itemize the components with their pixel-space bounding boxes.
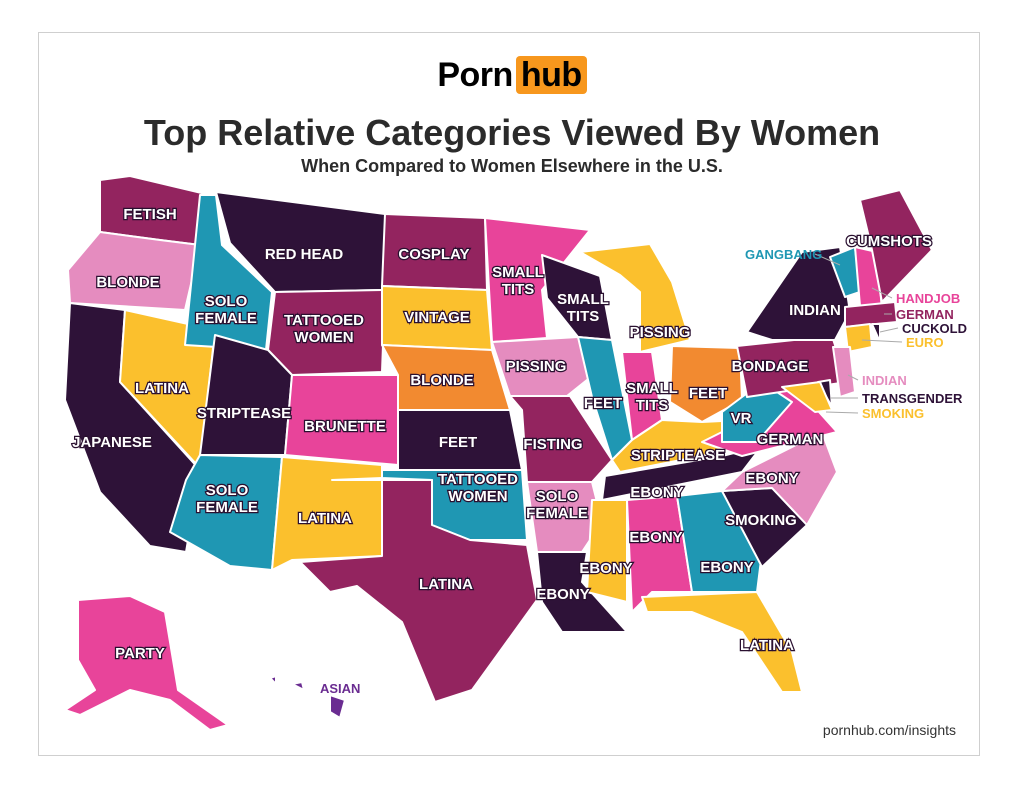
region-label: BLONDE (410, 372, 473, 389)
leader-line (879, 327, 899, 333)
callout-label: GANGBANG (745, 247, 822, 262)
region-label: SOLO FEMALE (526, 488, 588, 522)
region-label: EBONY (630, 484, 683, 501)
region-label: CUMSHOTS (846, 233, 932, 250)
region-label: SMALL TITS (492, 264, 544, 298)
region-shape[interactable] (484, 217, 591, 343)
region-label: BONDAGE (732, 358, 809, 375)
callout-label: EURO (906, 335, 944, 350)
region-label: EBONY (536, 586, 589, 603)
region-label: COSPLAY (398, 246, 469, 263)
leader-line (861, 339, 903, 343)
region-label: RED HEAD (265, 246, 344, 263)
callout-label: TRANSGENDER (862, 391, 963, 406)
region-label: STRIPTEASE (631, 447, 725, 464)
region-label: LATINA (298, 510, 352, 527)
callout-label: HANDJOB (896, 291, 960, 306)
region-label: PISSING (630, 324, 691, 341)
source-link[interactable]: pornhub.com/insights (822, 722, 956, 738)
region-shape[interactable] (601, 445, 763, 501)
region-label: TATTOOED WOMEN (438, 471, 518, 505)
region-label: EBONY (745, 470, 798, 487)
pornhub-logo: Porn hub (0, 56, 1024, 95)
region-shape[interactable] (271, 456, 383, 571)
region-label: FEET (584, 395, 622, 412)
leader-line (825, 411, 859, 414)
region-label: FEET (689, 385, 727, 402)
region-label: SMOKING (725, 512, 797, 529)
region-label: LATINA (419, 576, 473, 593)
page-subtitle: When Compared to Women Elsewhere in the … (301, 156, 723, 176)
leader-line (847, 374, 859, 381)
region-label: SOLO FEMALE (196, 482, 258, 516)
region-shape[interactable] (871, 323, 881, 343)
region-label: PARTY (115, 645, 165, 662)
region-label: GERMAN (757, 431, 824, 448)
region-shape[interactable] (64, 595, 229, 731)
region-label: LATINA (740, 637, 794, 654)
region-label: SOLO FEMALE (195, 293, 257, 327)
region-label: VINTAGE (404, 309, 470, 326)
logo-text: Porn (437, 56, 513, 94)
logo-badge: hub (515, 56, 587, 94)
leader-line (871, 287, 893, 299)
region-shape[interactable] (299, 477, 538, 703)
region-shape[interactable] (267, 289, 386, 376)
callout-label: CUCKOLD (902, 321, 967, 336)
leader-line (814, 253, 841, 266)
page-title: Top Relative Categories Viewed By Women (143, 112, 881, 153)
region-label: EBONY (700, 559, 753, 576)
region-label: FEET (439, 434, 477, 451)
region-label: INDIAN (789, 302, 841, 319)
region-shape[interactable] (781, 381, 833, 413)
region-shape[interactable] (269, 675, 346, 719)
region-shape[interactable] (536, 551, 628, 633)
region-shape[interactable] (832, 346, 856, 398)
region-label: PISSING (506, 358, 567, 375)
callout-label: ASIAN (320, 681, 360, 696)
region-shape[interactable] (859, 189, 933, 303)
region-label: EBONY (629, 529, 682, 546)
region-label: TATTOOED WOMEN (284, 312, 364, 346)
region-shape[interactable] (626, 495, 693, 613)
region-shape[interactable] (844, 301, 898, 328)
region-label: BRUNETTE (304, 418, 386, 435)
region-shape[interactable] (676, 490, 763, 593)
infographic-frame (38, 32, 980, 756)
callout-label: INDIAN (862, 373, 907, 388)
callout-label: GERMAN (896, 307, 954, 322)
region-label: FISTING (523, 436, 582, 453)
region-shape[interactable] (491, 336, 593, 397)
region-label: STRIPTEASE (197, 405, 291, 422)
region-shape[interactable] (67, 231, 201, 311)
region-label: EBONY (579, 560, 632, 577)
region-label: FETISH (123, 206, 176, 223)
region-label: SMALL TITS (557, 291, 609, 325)
region-shape[interactable] (579, 243, 691, 353)
region-shape[interactable] (641, 591, 803, 693)
region-shape[interactable] (586, 499, 628, 603)
region-label: BLONDE (96, 274, 159, 291)
region-label: JAPANESE (72, 434, 152, 451)
callout-label: SMOKING (862, 406, 924, 421)
region-label: SMALL TITS (626, 380, 678, 414)
region-label: VR (731, 410, 752, 427)
region-label: LATINA (135, 380, 189, 397)
region-shape[interactable] (844, 323, 873, 353)
